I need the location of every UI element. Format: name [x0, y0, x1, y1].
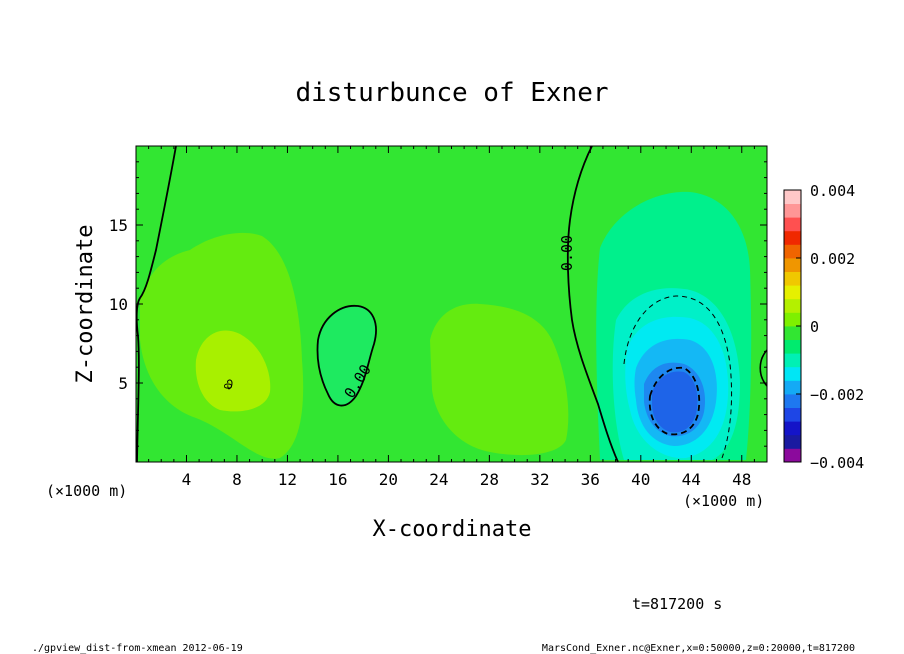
colorbar-swatch: [784, 312, 801, 327]
time-label: t=817200 s: [632, 595, 722, 613]
negative-contour-outer: [623, 295, 733, 459]
negative-contour-inner: [648, 366, 701, 436]
x-axis: 4 8 12 16 20 24 28 32 36 40 44 48: [148, 146, 755, 489]
x-tick-label: 36: [581, 470, 600, 489]
x-tick-label: 12: [278, 470, 297, 489]
contour-label-small: 0: [222, 383, 235, 390]
x-tick-label: 40: [631, 470, 650, 489]
x-unit-note-left: (×1000 m): [46, 482, 127, 500]
chart-title: disturbunce of Exner: [295, 78, 608, 108]
colorbar-swatch: [784, 366, 801, 381]
positive-contour-small: [227, 379, 233, 390]
colorbar-tick-label: 0: [810, 318, 819, 336]
zero-contour-right: [566, 146, 619, 462]
x-tick-label: 4: [182, 470, 192, 489]
colorbar: 0.004 0.002 0 −0.002 −0.004: [783, 182, 864, 472]
x-tick-label: 16: [328, 470, 347, 489]
x-tick-label: 28: [480, 470, 499, 489]
colorbar-swatch: [784, 407, 801, 422]
colorbar-tick-label: 0.002: [810, 250, 855, 268]
contour-field: 0.00 0.00 0: [136, 146, 767, 462]
colorbar-swatch: [784, 353, 801, 368]
negative-region-mid: [317, 305, 377, 406]
negative-region-core: [652, 371, 698, 433]
contour-label-right: 0.00: [558, 235, 576, 271]
colorbar-tick-label: −0.004: [810, 454, 864, 472]
y-tick-label: 15: [109, 216, 128, 235]
x-unit-note-right: (×1000 m): [683, 492, 764, 510]
colorbar-swatch: [784, 244, 801, 259]
colorbar-swatch: [784, 190, 801, 204]
colorbar-swatch: [784, 448, 801, 463]
colorbar-swatch: [784, 203, 801, 218]
x-tick-label: 44: [682, 470, 701, 489]
colorbar-swatch: [784, 339, 801, 354]
y-tick-label: 5: [118, 374, 128, 393]
colorbar-swatch: [784, 394, 801, 408]
colorbar-tick-label: 0.004: [810, 182, 855, 200]
colorbar-swatch: [784, 298, 801, 313]
colorbar-swatch: [784, 326, 801, 340]
zero-contour-mid: [316, 305, 377, 407]
footer-left: ./gpview_dist-from-xmean 2012-06-19: [32, 643, 243, 654]
colorbar-swatch: [784, 380, 801, 395]
x-tick-label: 48: [732, 470, 751, 489]
x-tick-label: 8: [232, 470, 242, 489]
footer-right: MarsCond_Exner.nc@Exner,x=0:50000,z=0:20…: [542, 643, 855, 654]
y-tick-label: 10: [109, 295, 128, 314]
colorbar-swatch: [784, 217, 801, 232]
colorbar-swatch: [784, 285, 801, 300]
positive-region-mid: [430, 303, 569, 456]
x-tick-label: 20: [379, 470, 398, 489]
colorbar-swatch: [784, 434, 801, 449]
x-tick-label: 32: [530, 470, 549, 489]
x-tick-label: 24: [429, 470, 448, 489]
x-axis-title: X-coordinate: [373, 517, 532, 542]
colorbar-swatch: [784, 258, 801, 272]
positive-region-left-core: [195, 330, 271, 412]
colorbar-swatch: [784, 421, 801, 436]
y-axis: 5 10 15: [109, 161, 767, 447]
colorbar-swatch: [784, 271, 801, 286]
colorbar-swatch: [784, 230, 801, 245]
colorbar-tick-label: −0.002: [810, 386, 864, 404]
zero-contour-left: [136, 146, 177, 462]
y-axis-title: Z-coordinate: [73, 225, 98, 384]
